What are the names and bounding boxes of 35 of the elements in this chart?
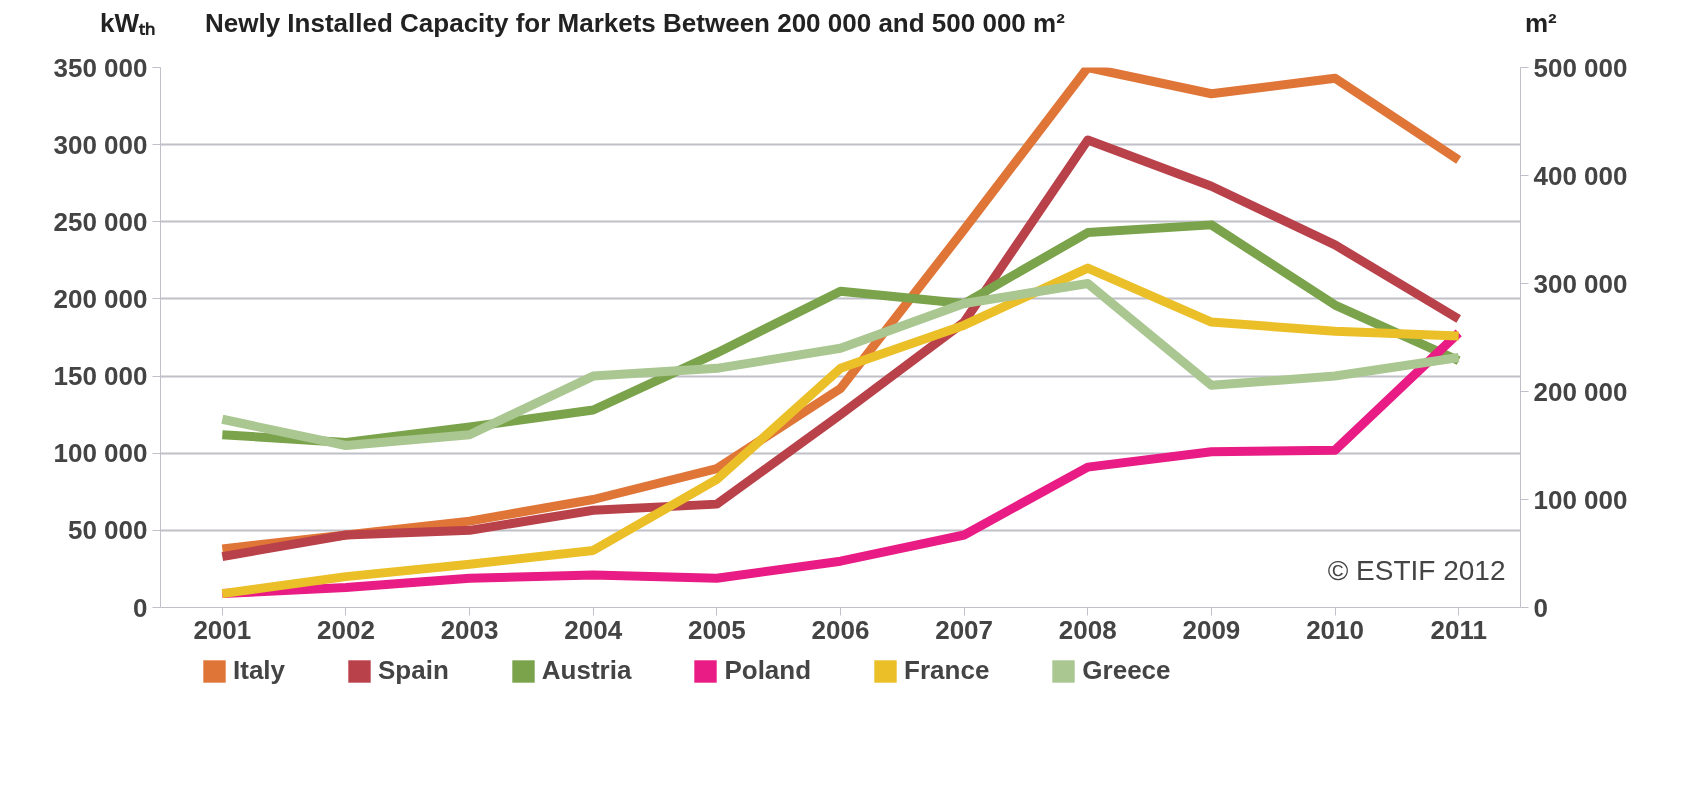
y-tick-label: 250 000 <box>53 206 148 237</box>
y2-axis-title: m² <box>1525 7 1557 40</box>
y-tick-label: 300 000 <box>53 129 148 160</box>
chart-title: Newly Installed Capacity for Markets Between 200 000 and 500 000 m² <box>205 7 1065 40</box>
x-tick-label: 2011 <box>1430 614 1487 645</box>
y-tick-label: 100 000 <box>53 438 148 469</box>
y2-tick-label: 0 <box>1533 592 1548 623</box>
y-axis-title: kWₜₕ <box>100 7 155 40</box>
y2-tick-label: 400 000 <box>1533 160 1628 191</box>
y-tick-label: 150 000 <box>53 361 148 392</box>
x-tick-label: 2004 <box>564 614 623 645</box>
y-tick-label: 50 000 <box>67 515 148 546</box>
x-tick-label: 2001 <box>193 614 252 645</box>
x-tick-label: 2003 <box>440 614 499 645</box>
y-tick-label: 350 000 <box>53 52 148 83</box>
x-tick-label: 2009 <box>1182 614 1241 645</box>
legend-label: France <box>904 655 990 687</box>
y2-tick-label: 100 000 <box>1533 484 1628 515</box>
legend-label: Greece <box>1082 655 1171 687</box>
legend-label: Austria <box>541 655 632 687</box>
y-tick-label: 200 000 <box>53 284 148 315</box>
annotation: © ESTIF 2012 <box>1327 554 1506 586</box>
x-tick-label: 2008 <box>1058 614 1117 645</box>
y2-tick-label: 200 000 <box>1533 376 1628 407</box>
x-tick-label: 2006 <box>811 614 870 645</box>
x-tick-label: 2007 <box>935 614 994 645</box>
legend-label: Spain <box>378 655 449 687</box>
y2-tick-label: 300 000 <box>1533 268 1628 299</box>
y-tick-label: 0 <box>133 592 148 623</box>
x-tick-label: 2002 <box>317 614 375 645</box>
x-tick-label: 2010 <box>1306 614 1364 645</box>
y2-tick-label: 500 000 <box>1533 52 1628 83</box>
legend-label: Italy <box>233 655 286 687</box>
legend-label: Poland <box>724 655 812 687</box>
x-tick-label: 2005 <box>687 614 746 645</box>
